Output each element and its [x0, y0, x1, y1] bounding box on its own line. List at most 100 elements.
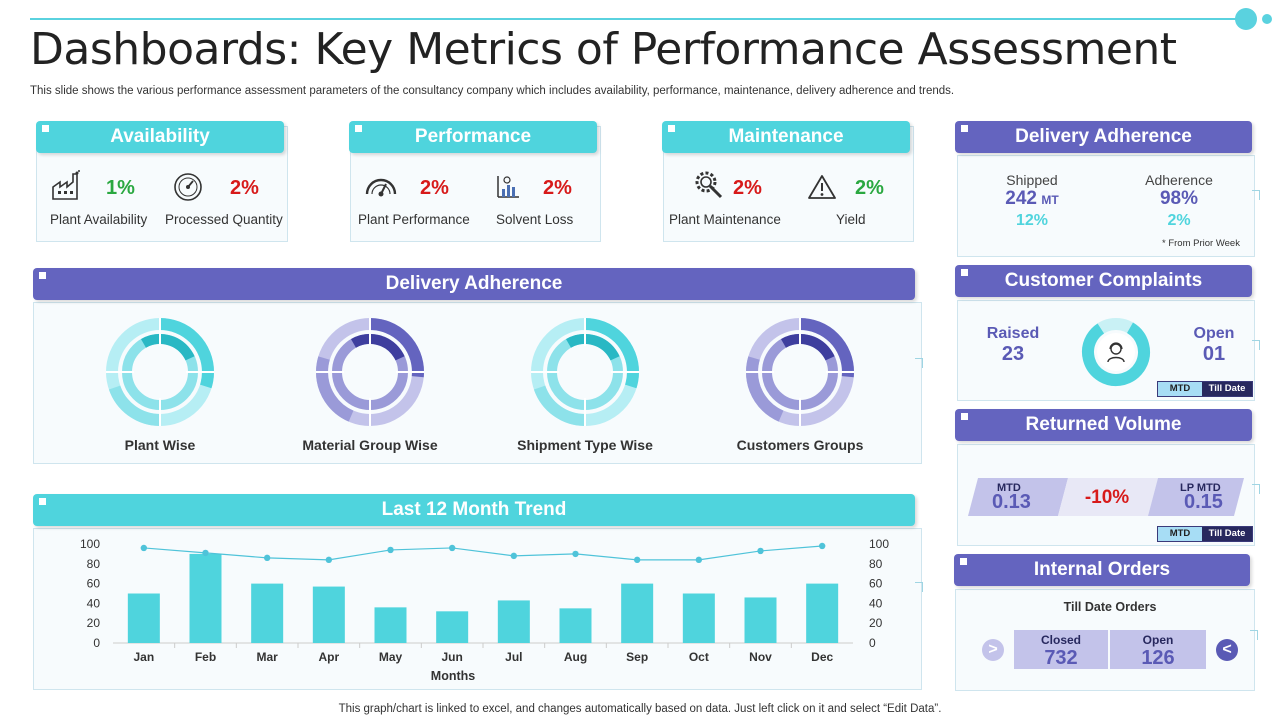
y-tick-label: 100	[80, 537, 100, 551]
delivery-adherence-side-title: Delivery Adherence	[1015, 126, 1192, 147]
trend-point	[448, 544, 456, 552]
open-label: Open	[1193, 325, 1235, 342]
customer-complaints-header: Customer Complaints	[955, 265, 1252, 297]
prior-week-note: * From Prior Week	[1162, 238, 1240, 249]
bar	[682, 593, 715, 643]
speedometer-icon	[365, 178, 397, 197]
y2-tick-label: 60	[869, 577, 883, 591]
trend-point	[572, 550, 579, 558]
y2-tick-label: 20	[869, 616, 883, 630]
shipped-pct: 12%	[1015, 212, 1049, 229]
processed-quantity-label: Processed Quantity	[165, 212, 283, 227]
shipped-value: 242	[1005, 188, 1037, 209]
plant-chart-icon	[497, 176, 519, 198]
x-tick-label: Jul	[505, 650, 522, 664]
factory-icon	[52, 170, 80, 200]
y2-tick-label: 80	[869, 557, 883, 571]
trend-header: Last 12 Month Trend	[33, 494, 915, 526]
trend-point	[263, 554, 271, 562]
gauge-icon	[174, 173, 202, 201]
maintenance-title: Maintenance	[728, 126, 844, 147]
y-tick-label: 20	[87, 616, 101, 630]
adherence-label: Adherence	[1145, 172, 1213, 188]
page-title: Dashboards: Key Metrics of Performance A…	[30, 24, 1177, 75]
trend-point	[140, 544, 148, 552]
x-tick-label: Oct	[689, 650, 709, 664]
performance-title: Performance	[414, 126, 532, 147]
support-agent-icon	[1107, 342, 1125, 363]
customers-groups-label: Customers Groups	[736, 437, 864, 453]
bar	[189, 553, 222, 643]
bracket-decor	[1252, 484, 1260, 494]
toggle-till-date[interactable]: Till Date	[1202, 527, 1252, 541]
trend-point	[695, 556, 703, 564]
trend-title: Last 12 Month Trend	[381, 499, 567, 520]
trend-point	[325, 556, 333, 564]
toggle-mtd[interactable]: MTD	[1158, 527, 1202, 541]
returned-volume-header: Returned Volume	[955, 409, 1252, 441]
bracket-decor	[915, 358, 923, 368]
material-group-label: Material Group Wise	[302, 437, 438, 453]
next-arrow-button[interactable]: <	[1216, 639, 1238, 661]
performance-header: Performance	[349, 121, 597, 153]
bracket-decor	[1250, 630, 1258, 640]
availability-header: Availability	[36, 121, 284, 153]
bar	[559, 608, 592, 643]
returned-lp-label: LP MTD	[1180, 482, 1221, 494]
y-tick-label: 0	[93, 636, 100, 650]
y2-tick-label: 100	[869, 537, 889, 551]
trend-chart: 0 20 40 60 80 100 0 20 40 60 80 100 Jan Feb Mar Apr May J…	[80, 537, 889, 683]
trend-point	[757, 547, 764, 555]
shipment-type-label: Shipment Type Wise	[517, 437, 653, 453]
y2-tick-label: 0	[869, 636, 876, 650]
bar	[374, 607, 407, 643]
customer-complaints-title: Customer Complaints	[1004, 270, 1203, 291]
open-value: 01	[1202, 343, 1226, 365]
warning-icon	[808, 175, 836, 199]
returned-mtd-value: 0.13	[992, 491, 1031, 513]
x-tick-label: Mar	[256, 650, 278, 664]
material-group-donut	[316, 318, 424, 426]
trend-point	[387, 546, 394, 554]
prev-arrow-button[interactable]: >	[982, 639, 1004, 661]
plant-maintenance-label: Plant Maintenance	[669, 212, 781, 227]
toggle-mtd[interactable]: MTD	[1158, 382, 1202, 396]
bar	[621, 583, 654, 643]
delivery-adherence-side-header: Delivery Adherence	[955, 121, 1252, 153]
plant-availability-value: 1%	[106, 177, 135, 199]
bar	[744, 597, 777, 643]
delivery-adherence-main-header: Delivery Adherence	[33, 268, 915, 300]
x-tick-label: Apr	[318, 650, 339, 664]
bracket-decor	[1252, 190, 1260, 200]
y-tick-label: 80	[87, 557, 101, 571]
adherence-pct: 2%	[1167, 212, 1191, 229]
returned-change: -10%	[1084, 487, 1130, 508]
y2-tick-label: 40	[869, 596, 883, 610]
trend-point	[510, 552, 518, 560]
toggle-till-date[interactable]: Till Date	[1202, 382, 1252, 396]
open-orders-value: 126	[1141, 647, 1175, 669]
adherence-value: 98%	[1159, 188, 1199, 209]
maintenance-header: Maintenance	[662, 121, 910, 153]
x-tick-label: Dec	[811, 650, 833, 664]
x-tick-label: Sep	[626, 650, 648, 664]
returned-period-toggle[interactable]: MTD Till Date	[1157, 526, 1253, 542]
top-rule	[30, 18, 1248, 20]
closed-orders-label: Closed	[1040, 633, 1081, 647]
x-tick-label: Feb	[195, 650, 216, 664]
processed-quantity-value: 2%	[230, 177, 259, 199]
x-tick-label: Jun	[441, 650, 462, 664]
complaints-donut	[1082, 318, 1150, 386]
y-tick-label: 60	[87, 577, 101, 591]
bar	[312, 586, 345, 643]
bracket-decor	[1252, 340, 1260, 350]
decor-dot-large	[1235, 8, 1257, 30]
internal-orders-header: Internal Orders	[954, 554, 1250, 586]
x-tick-label: Aug	[564, 650, 587, 664]
trend-point	[818, 542, 826, 550]
trend-line	[143, 545, 823, 561]
delivery-adherence-side-card	[957, 155, 1255, 257]
complaints-period-toggle[interactable]: MTD Till Date	[1157, 381, 1253, 397]
plant-performance-label: Plant Performance	[358, 212, 470, 227]
